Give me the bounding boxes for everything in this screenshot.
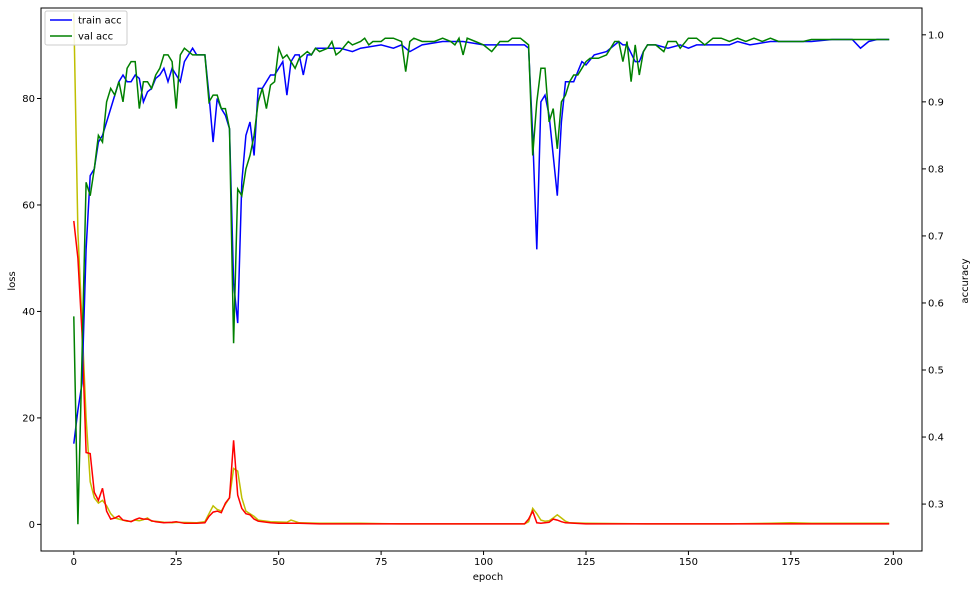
y-right-tick-label: 0.5 xyxy=(928,366,944,377)
x-tick-label: 50 xyxy=(272,557,285,568)
plot-frame xyxy=(40,7,923,552)
y-left-tick-label: 40 xyxy=(22,307,35,318)
x-tick-label: 75 xyxy=(375,557,388,568)
plot-area xyxy=(73,13,890,525)
y-left-tick-label: 60 xyxy=(22,200,35,211)
y-right-tick-label: 0.8 xyxy=(928,164,944,175)
x-tick-label: 100 xyxy=(474,557,493,568)
loss-line-2 xyxy=(73,220,890,525)
y-left-tick-label: 0 xyxy=(29,520,35,531)
y-right-tick-label: 0.4 xyxy=(928,433,944,444)
x-tick-label: 175 xyxy=(781,557,800,568)
y-right-tick-label: 0.7 xyxy=(928,231,944,242)
series-lines xyxy=(73,13,890,525)
x-tick-label: 150 xyxy=(679,557,698,568)
y-left-tick-label: 80 xyxy=(22,94,35,105)
x-tick-label: 25 xyxy=(170,557,183,568)
x-axis-label: epoch xyxy=(473,572,503,583)
val-acc-line xyxy=(73,36,890,525)
y-left-tick-label: 20 xyxy=(22,413,35,424)
x-tick-label: 0 xyxy=(71,557,77,568)
axes: 0 25 50 75 100 125 150 175 200 0 20 40 60 80 0.3 0.4 0.5… xyxy=(22,7,944,568)
legend-label-val-acc: val acc xyxy=(78,32,113,43)
x-tick-label: 200 xyxy=(884,557,903,568)
y-right-tick-label: 0.3 xyxy=(928,500,944,511)
y-right-tick-label: 0.6 xyxy=(928,298,944,309)
loss-line-1 xyxy=(73,13,890,525)
y-right-tick-label: 0.9 xyxy=(928,97,944,108)
y-axis-right-label: accuracy xyxy=(960,258,971,303)
y-right-tick-label: 1.0 xyxy=(928,30,944,41)
legend-label-train-acc: train acc xyxy=(78,16,122,27)
x-tick-label: 125 xyxy=(576,557,595,568)
legend: train acc val acc xyxy=(44,10,128,46)
y-axis-left-label: loss xyxy=(7,271,18,290)
